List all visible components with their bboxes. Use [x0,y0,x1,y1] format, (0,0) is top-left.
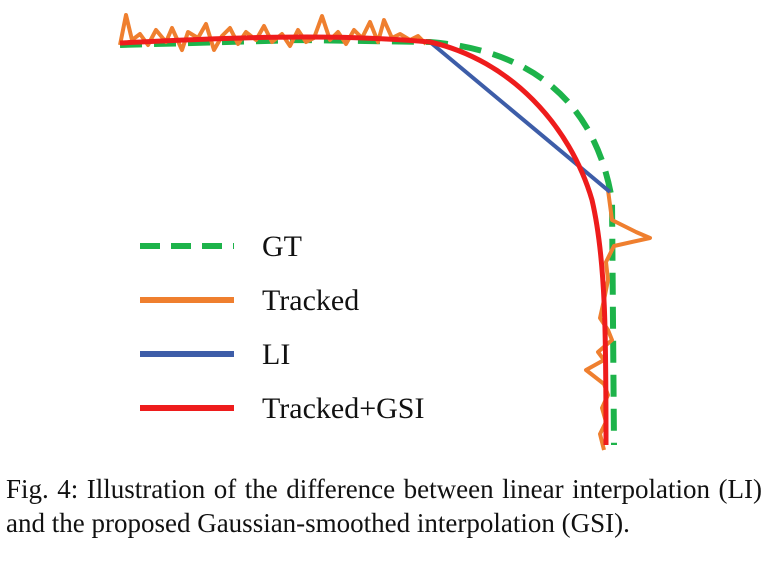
legend-label-gsi: Tracked+GSI [262,392,425,425]
tracked-curve-segment [584,189,652,451]
legend-label-li: LI [262,338,291,371]
figure-caption: Fig. 4: Illustration of the difference b… [6,474,762,538]
legend-label-gt: GT [262,230,302,263]
gt-curve [119,36,617,446]
interpolation-diagram [118,13,652,451]
gsi-curve [119,34,609,446]
legend-label-tracked: Tracked [262,284,360,317]
tracked-curve [118,13,428,52]
